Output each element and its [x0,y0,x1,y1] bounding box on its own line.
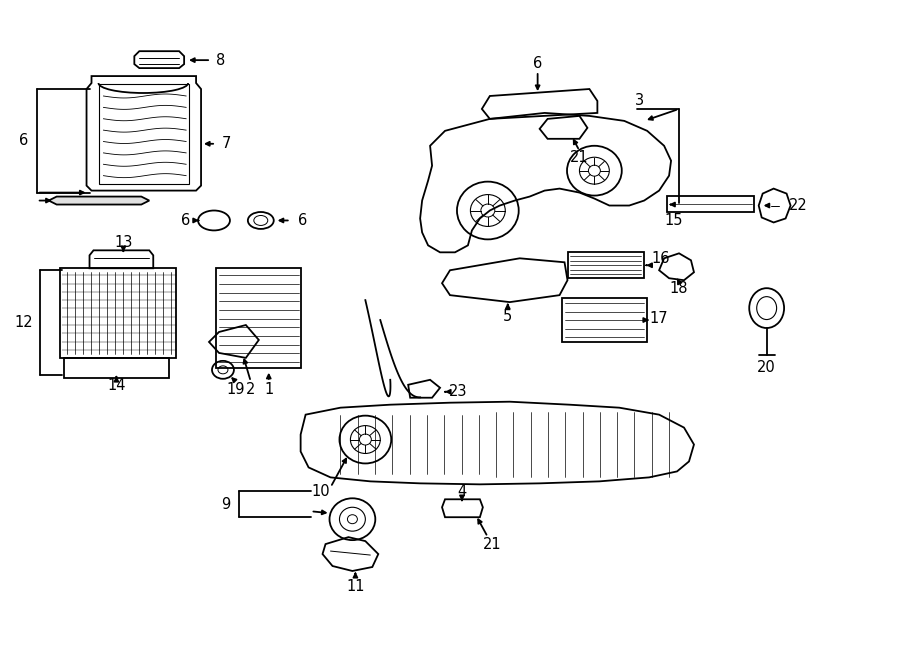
Text: 14: 14 [107,378,126,393]
Text: 6: 6 [19,134,29,148]
Text: 11: 11 [346,580,364,594]
Text: 5: 5 [503,309,512,324]
Text: 16: 16 [652,251,670,266]
Text: 23: 23 [449,384,467,399]
Text: 4: 4 [457,484,466,499]
Text: 15: 15 [665,213,683,228]
Text: 18: 18 [670,281,688,295]
Text: 13: 13 [114,235,132,250]
Text: 17: 17 [650,311,669,326]
Text: 6: 6 [533,56,543,71]
Text: 6: 6 [298,213,307,228]
Text: 3: 3 [634,93,644,108]
Text: 7: 7 [221,136,230,151]
Text: 21: 21 [570,150,589,165]
Polygon shape [49,196,149,204]
Text: 6: 6 [182,213,191,228]
Text: 8: 8 [216,53,226,67]
Text: 20: 20 [757,360,776,375]
Text: 21: 21 [482,537,501,551]
Text: 12: 12 [14,315,33,330]
Text: 10: 10 [311,484,330,499]
Text: 19: 19 [227,382,245,397]
Text: 1: 1 [264,382,274,397]
Text: 2: 2 [247,382,256,397]
Text: 22: 22 [789,198,808,213]
Text: 9: 9 [221,497,230,512]
